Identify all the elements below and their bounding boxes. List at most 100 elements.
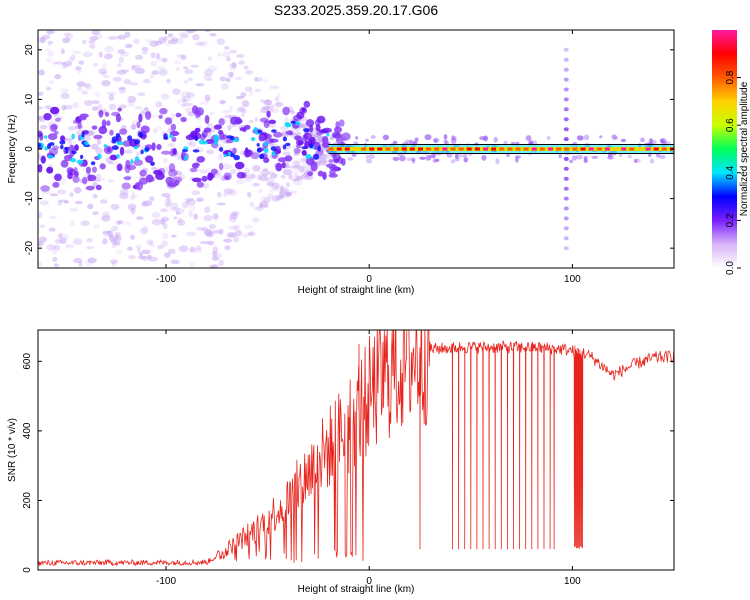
- noise-blob: [161, 193, 171, 198]
- noise-blob: [98, 51, 103, 58]
- noise-blob: [120, 69, 130, 73]
- noise-blob: [48, 80, 55, 84]
- noise-blob: [268, 119, 277, 125]
- noise-blob: [515, 156, 519, 163]
- noise-blob: [45, 48, 51, 52]
- noise-blob: [213, 173, 222, 179]
- noise-blob: [202, 183, 209, 189]
- noise-blob: [226, 135, 233, 139]
- noise-blob: [430, 153, 436, 159]
- noise-blob: [633, 159, 638, 163]
- noise-blob: [167, 33, 174, 38]
- noise-blob: [583, 134, 590, 141]
- noise-blob: [335, 136, 339, 142]
- noise-blob: [317, 170, 324, 177]
- noise-blob: [163, 136, 169, 140]
- colorbar-tick-label: 0.2: [725, 213, 736, 227]
- noise-blob: [171, 234, 177, 238]
- noise-blob: [175, 208, 185, 214]
- noise-blob: [244, 176, 253, 183]
- noise-blob: [528, 141, 534, 145]
- noise-blob: [92, 211, 99, 216]
- noise-blob: [116, 154, 120, 159]
- noise-blob: [317, 159, 323, 165]
- noise-blob: [155, 56, 164, 62]
- noise-blob: [204, 229, 212, 237]
- noise-blob: [39, 200, 50, 206]
- noise-blob: [108, 161, 114, 165]
- noise-blob: [95, 34, 103, 39]
- noise-blob: [314, 119, 321, 126]
- noise-blob: [87, 174, 92, 182]
- carrier-band-segment: [401, 147, 407, 151]
- noise-blob: [262, 106, 271, 110]
- noise-blob: [160, 208, 167, 212]
- noise-blob: [326, 132, 330, 137]
- noise-blob: [144, 38, 153, 43]
- noise-blob: [238, 106, 245, 112]
- noise-blob: [180, 95, 187, 101]
- noise-blob: [263, 147, 269, 154]
- noise-blob: [98, 177, 106, 181]
- noise-blob: [212, 213, 219, 220]
- noise-blob: [293, 178, 303, 186]
- spike-blob: [563, 87, 569, 92]
- noise-blob: [274, 102, 282, 108]
- noise-blob: [224, 175, 230, 180]
- noise-blob: [659, 154, 666, 159]
- noise-blob: [234, 161, 245, 170]
- noise-blob: [149, 176, 155, 182]
- noise-blob: [365, 154, 369, 160]
- noise-blob: [160, 218, 166, 225]
- colorbar: 0.0 0.2 0.4 0.6 0.8 Normalized spectral ampl…: [712, 30, 750, 275]
- noise-blob: [134, 106, 143, 110]
- noise-blob: [63, 32, 70, 38]
- noise-blob: [434, 158, 440, 162]
- noise-blob: [226, 56, 231, 62]
- noise-blob: [149, 40, 159, 47]
- noise-blob: [186, 92, 195, 98]
- noise-blob: [258, 134, 265, 142]
- noise-blob: [180, 116, 187, 123]
- noise-blob: [138, 113, 143, 123]
- noise-blob: [250, 152, 260, 160]
- noise-blob: [96, 104, 103, 110]
- noise-blob: [209, 266, 218, 268]
- noise-blob: [207, 172, 214, 181]
- noise-blob: [279, 192, 285, 199]
- noise-blob: [139, 228, 149, 235]
- noise-blob: [111, 261, 117, 267]
- noise-blob: [133, 146, 139, 150]
- noise-blob: [45, 86, 52, 91]
- noise-blob: [243, 65, 249, 70]
- noise-blob: [82, 39, 87, 45]
- noise-blob: [176, 98, 182, 105]
- noise-blob: [217, 52, 222, 57]
- noise-blob: [432, 154, 436, 159]
- noise-blob: [60, 159, 69, 168]
- noise-blob: [137, 255, 147, 259]
- noise-blob: [151, 167, 158, 170]
- noise-blob: [140, 201, 148, 207]
- noise-blob: [328, 173, 338, 178]
- noise-blob: [118, 220, 124, 225]
- noise-blob: [88, 43, 96, 49]
- noise-blob: [82, 176, 88, 185]
- noise-blob: [321, 160, 328, 166]
- noise-blob: [133, 159, 143, 167]
- x-tick-label: -100: [156, 274, 176, 285]
- noise-blob: [257, 129, 263, 134]
- noise-blob: [194, 136, 199, 142]
- noise-blob: [119, 188, 129, 196]
- noise-blob: [98, 68, 108, 75]
- noise-blob: [290, 110, 295, 115]
- noise-blob: [131, 64, 136, 71]
- noise-blob: [130, 191, 136, 198]
- x-tick-label: 100: [564, 274, 581, 285]
- noise-blob: [190, 167, 198, 173]
- carrier-band-segment: [580, 147, 586, 151]
- noise-blob: [112, 76, 123, 82]
- y-tick-label: 10: [24, 93, 35, 105]
- noise-blob: [432, 137, 440, 143]
- noise-blob: [158, 37, 167, 44]
